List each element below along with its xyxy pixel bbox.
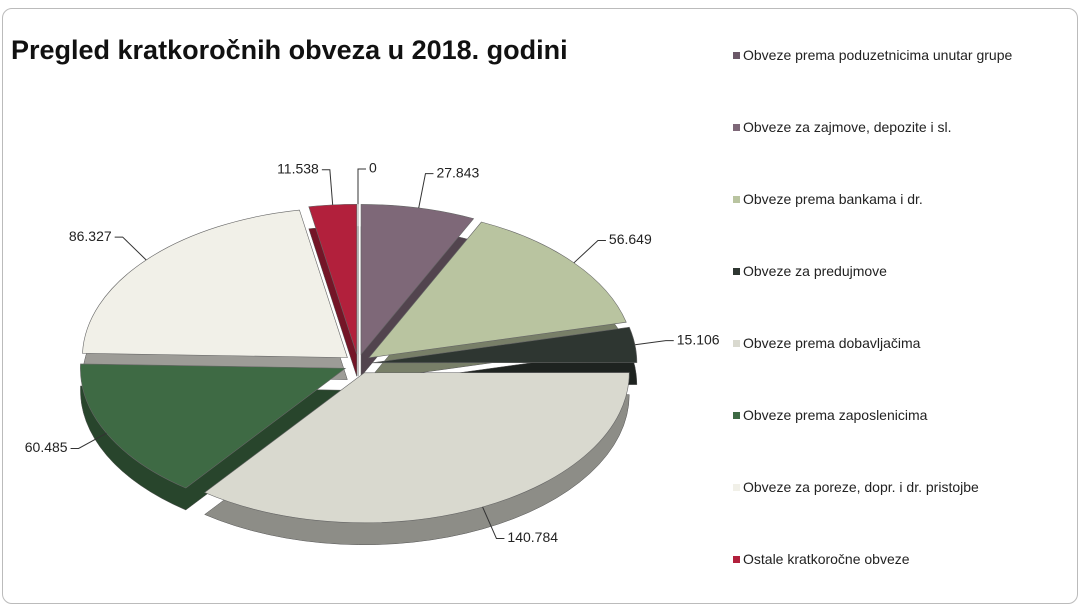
data-label: 60.485: [25, 439, 68, 455]
legend-label: Obveze prema zaposlenicima: [743, 407, 928, 423]
legend-label: Ostale kratkoročne obveze: [743, 551, 910, 567]
legend-item: Ostale kratkoročne obveze: [733, 551, 1053, 568]
legend-item: Obveze prema bankama i dr.: [733, 191, 1053, 208]
leader-line: [114, 236, 147, 261]
legend-swatch: [733, 484, 740, 491]
leader-line: [573, 240, 606, 264]
legend-item: Obveze za zajmove, depozite i sl.: [733, 119, 1053, 136]
legend-label: Obveze prema poduzetnicima unutar grupe: [743, 47, 1013, 63]
data-label: 140.784: [507, 529, 558, 545]
slice: [204, 372, 630, 524]
leader-line: [482, 506, 505, 539]
legend-swatch: [733, 556, 740, 563]
legend-label: Obveze za poreze, dopr. i dr. pristojbe: [743, 479, 979, 495]
slice: [80, 363, 347, 489]
legend-label: Obveze za zajmove, depozite i sl.: [743, 119, 952, 135]
legend-swatch: [733, 52, 740, 59]
leader-line: [634, 340, 674, 346]
legend-swatch: [733, 412, 740, 419]
legend-label: Obveze za predujmove: [743, 263, 887, 279]
leader-line: [418, 173, 434, 209]
chart-title: Pregled kratkoročnih obveza u 2018. godi…: [11, 35, 568, 65]
data-label: 86.327: [69, 228, 112, 244]
pie-chart: 0 27.843 56.649 15.106 140.784 60.485 86.327 11…: [25, 160, 720, 545]
legend-item: Obveze prema dobavljačima: [733, 335, 1053, 352]
legend-swatch: [733, 196, 740, 203]
data-label: 15.106: [677, 331, 720, 347]
legend-swatch: [733, 340, 740, 347]
data-label: 0: [369, 160, 377, 176]
legend-swatch: [733, 268, 740, 275]
slice: [360, 204, 475, 356]
slice: [371, 326, 638, 364]
legend-item: Obveze prema poduzetnicima unutar grupe: [733, 47, 1053, 64]
legend-label: Obveze prema bankama i dr.: [743, 191, 923, 207]
data-label: 11.538: [277, 161, 319, 177]
legend-item: Obveze prema zaposlenicima: [733, 407, 1053, 424]
data-label: 27.843: [436, 164, 479, 180]
legend-swatch: [733, 124, 740, 131]
chart-card: 0 27.843 56.649 15.106 140.784 60.485 86.327 11…: [2, 8, 1078, 604]
slice: [82, 209, 348, 358]
slice: [368, 221, 627, 359]
leader-line: [321, 169, 334, 205]
legend-item: Obveze za predujmove: [733, 263, 1053, 280]
legend-item: Obveze za poreze, dopr. i dr. pristojbe: [733, 479, 1053, 496]
leader-line: [357, 168, 366, 205]
legend-label: Obveze prema dobavljačima: [743, 335, 921, 351]
data-label: 56.649: [609, 231, 652, 247]
leader-line: [70, 432, 107, 449]
